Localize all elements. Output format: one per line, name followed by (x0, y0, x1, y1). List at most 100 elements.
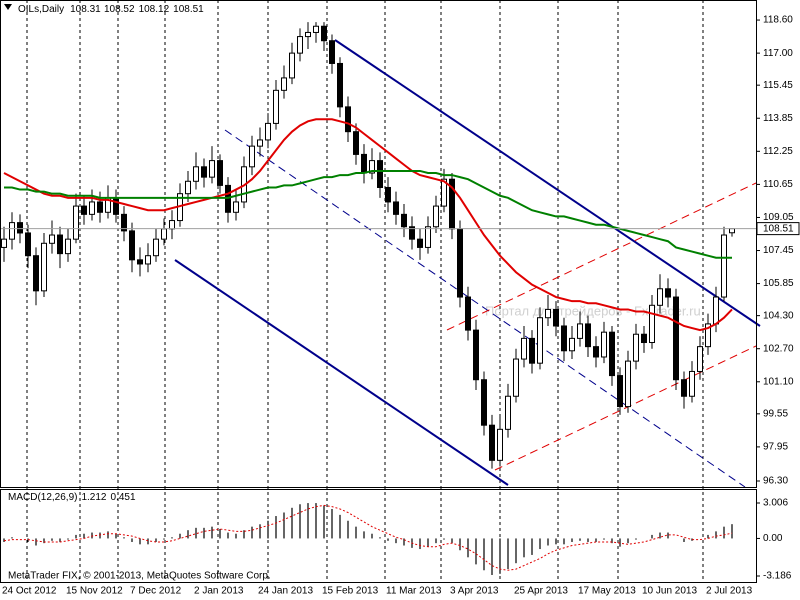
x-tick-label: 2 Jul 2013 (706, 586, 753, 597)
candle-body (73, 205, 79, 240)
candle-body (425, 226, 431, 248)
candle-body (17, 222, 23, 234)
x-tick-label: 17 May 2013 (578, 586, 636, 597)
candle-body (633, 333, 639, 362)
candle-body (297, 36, 303, 54)
candle-body (169, 220, 175, 230)
y-tick-label: 105.85 (763, 278, 794, 289)
price-panel-frame (0, 0, 757, 488)
candle-body (393, 201, 399, 215)
channel-line (446, 182, 757, 331)
candle-body (129, 230, 135, 261)
x-tick-label: 7 Dec 2012 (130, 586, 182, 597)
y-tick-label: 101.10 (763, 376, 794, 387)
macd-panel-frame (0, 489, 757, 583)
candle-body (577, 323, 583, 339)
candle-body (465, 296, 471, 331)
candle-body (201, 166, 207, 178)
candle-body (273, 89, 279, 124)
candle-body (473, 329, 479, 381)
candle-body (409, 226, 415, 240)
candle-body (321, 25, 327, 42)
macd-value: 1.212 (81, 492, 106, 503)
marks (0, 22, 756, 575)
y-tick-label: 99.55 (763, 408, 788, 419)
candle-body (9, 222, 15, 240)
candle-body (569, 337, 575, 352)
candle-body (441, 178, 447, 207)
candle-body (617, 375, 623, 408)
x-tick-label: 25 Apr 2013 (514, 586, 568, 597)
candle-body (673, 296, 679, 381)
candle-body (369, 160, 375, 174)
candle-body (377, 160, 383, 188)
time-grid (26, 0, 704, 582)
candle-body (433, 205, 439, 228)
candle-body (193, 166, 199, 182)
x-tick-label: 15 Feb 2013 (322, 586, 379, 597)
y-tick-label: 107.45 (763, 245, 794, 256)
x-tick-label: 3 Apr 2013 (450, 586, 499, 597)
candle-body (481, 379, 487, 426)
copyright: MetaTrader FIX, © 2001-2013, MetaQuotes … (8, 571, 271, 582)
candle-body (337, 62, 343, 108)
candle-body (361, 153, 367, 174)
y-tick-label: 96.30 (763, 476, 788, 487)
channel-line (494, 345, 757, 471)
high-price: 108.52 (104, 4, 135, 15)
trend-objects (174, 39, 761, 488)
candle-body (417, 238, 423, 248)
candle-body (33, 255, 39, 292)
candle-body (153, 238, 159, 257)
candle-body (25, 232, 31, 257)
candle-body (689, 370, 695, 397)
candle-body (553, 308, 559, 327)
open-price: 108.31 (70, 4, 101, 15)
y-tick-label: 118.60 (763, 15, 793, 26)
candle-body (561, 325, 567, 352)
candle-body (313, 25, 319, 33)
candle-body (729, 228, 735, 234)
candle-body (641, 333, 647, 344)
candle-body (225, 184, 231, 213)
candle-body (209, 160, 215, 178)
candle-body (585, 323, 591, 348)
candle-body (249, 145, 255, 168)
macd-name: MACD(12,26,9) (8, 492, 77, 503)
y-tick-label: 113.85 (763, 113, 793, 124)
channel-line (174, 259, 509, 486)
signal-line (3, 504, 733, 571)
channel-midline (224, 129, 746, 488)
candle-body (265, 122, 271, 141)
channel-line (334, 39, 761, 327)
candle-body (721, 234, 727, 298)
y-tick-label: 110.65 (763, 179, 793, 190)
x-tick-label: 24 Oct 2012 (2, 586, 57, 597)
candle-body (137, 259, 143, 265)
candle-body (353, 131, 359, 155)
candle-body (601, 331, 607, 358)
signal-value: 0.451 (111, 492, 136, 503)
y-tick-label: 3.006 (763, 498, 788, 509)
candle-body (121, 213, 127, 232)
x-tick-label: 24 Jan 2013 (258, 586, 313, 597)
y-tick-label: 117.00 (763, 48, 793, 59)
candle-body (505, 395, 511, 430)
candle-body (41, 242, 47, 292)
y-tick-label: 112.25 (763, 146, 793, 157)
candle-body (161, 228, 167, 240)
chart-icon (4, 4, 12, 10)
symbol: OILs,Daily (18, 4, 64, 15)
watermark: Портал для трейдеров - FxTrader.ru (485, 303, 701, 318)
moving-average (4, 169, 732, 259)
candle-body (537, 317, 543, 364)
candle-body (681, 379, 687, 397)
candle-body (593, 346, 599, 358)
candle-body (289, 52, 295, 79)
current-price-box (756, 222, 800, 236)
y-tick-label: 0.00 (763, 533, 783, 544)
candle-body (1, 238, 7, 248)
candle-body (665, 288, 671, 298)
